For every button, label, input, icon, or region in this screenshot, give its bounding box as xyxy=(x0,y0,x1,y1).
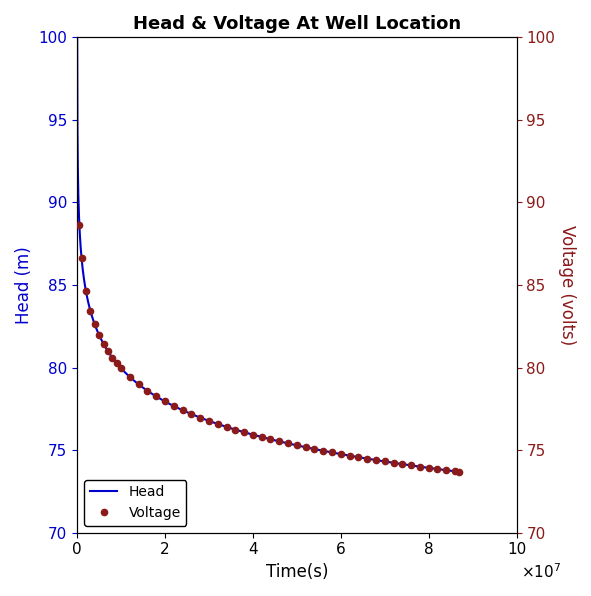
Voltage xyxy=(126,374,134,381)
Head xyxy=(74,34,81,41)
Voltage xyxy=(232,426,239,433)
Voltage xyxy=(179,406,186,414)
Voltage xyxy=(152,393,160,400)
X-axis label: Time(s): Time(s) xyxy=(265,563,328,581)
Y-axis label: Voltage (volts): Voltage (volts) xyxy=(558,225,576,345)
Voltage xyxy=(135,381,142,388)
Voltage xyxy=(443,467,450,474)
Voltage xyxy=(399,461,406,468)
Head xyxy=(150,391,157,398)
Text: $\times10^7$: $\times10^7$ xyxy=(521,563,561,581)
Voltage xyxy=(456,468,463,476)
Voltage xyxy=(293,442,300,449)
Voltage xyxy=(408,462,415,469)
Voltage xyxy=(91,321,98,328)
Voltage xyxy=(96,331,103,339)
Head xyxy=(439,466,446,473)
Head xyxy=(226,424,233,432)
Voltage xyxy=(206,417,213,424)
Head xyxy=(257,433,264,440)
Voltage xyxy=(425,464,432,471)
Voltage xyxy=(337,451,345,458)
Head xyxy=(200,415,207,423)
Head xyxy=(456,468,463,476)
Voltage xyxy=(372,457,379,464)
Voltage xyxy=(214,420,221,427)
Voltage xyxy=(100,340,107,347)
Voltage xyxy=(118,365,125,372)
Voltage xyxy=(161,398,168,405)
Y-axis label: Head (m): Head (m) xyxy=(15,246,33,324)
Voltage xyxy=(109,354,116,361)
Voltage xyxy=(381,458,388,465)
Voltage xyxy=(76,221,83,228)
Voltage xyxy=(416,463,423,470)
Voltage xyxy=(105,347,112,355)
Voltage xyxy=(82,288,89,295)
Voltage xyxy=(320,447,327,454)
Voltage xyxy=(355,454,362,461)
Voltage xyxy=(223,423,230,430)
Voltage xyxy=(329,449,336,456)
Voltage xyxy=(346,452,353,460)
Voltage xyxy=(434,465,441,473)
Voltage xyxy=(363,455,371,462)
Voltage xyxy=(267,436,274,443)
Voltage xyxy=(452,468,459,475)
Line: Head: Head xyxy=(77,38,459,472)
Legend: Head, Voltage: Head, Voltage xyxy=(84,480,186,526)
Voltage xyxy=(188,411,195,418)
Voltage xyxy=(390,460,397,467)
Voltage xyxy=(276,438,283,445)
Voltage xyxy=(144,387,151,395)
Voltage xyxy=(170,402,177,409)
Line: Voltage: Voltage xyxy=(76,222,463,475)
Title: Head & Voltage At Well Location: Head & Voltage At Well Location xyxy=(133,15,461,33)
Voltage xyxy=(241,429,248,436)
Voltage xyxy=(302,443,309,451)
Voltage xyxy=(249,431,256,438)
Head xyxy=(306,445,313,452)
Voltage xyxy=(311,445,318,452)
Voltage xyxy=(197,414,204,421)
Voltage xyxy=(113,359,120,367)
Voltage xyxy=(258,433,265,440)
Voltage xyxy=(284,440,291,447)
Voltage xyxy=(87,307,94,314)
Voltage xyxy=(78,254,85,262)
